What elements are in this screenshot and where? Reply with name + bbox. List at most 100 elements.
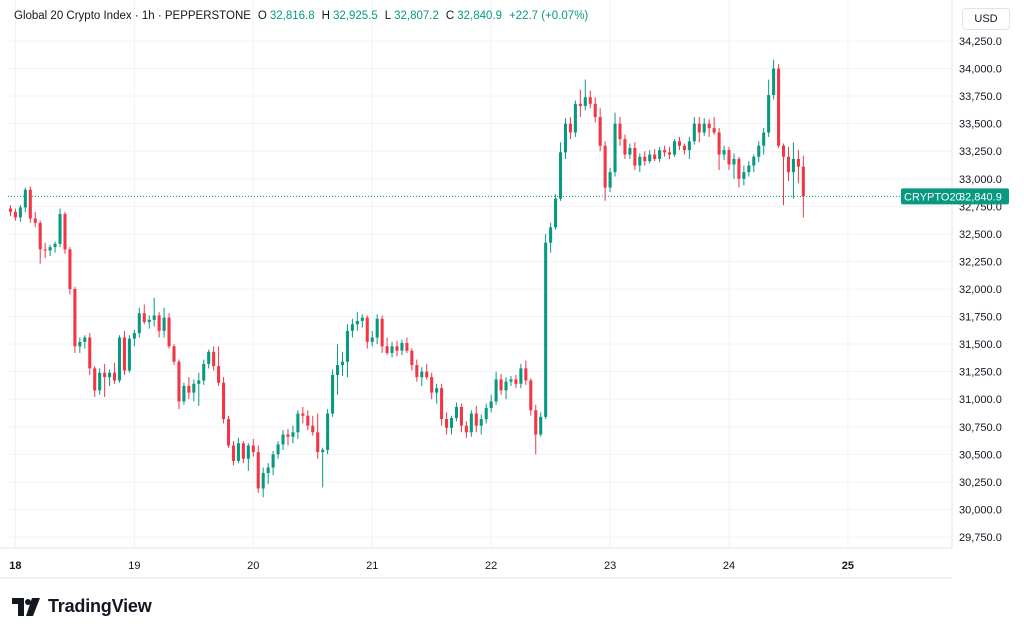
candle-body <box>702 123 706 133</box>
candle-body <box>534 410 538 435</box>
candle-body <box>83 337 87 342</box>
low-label: L <box>384 10 392 22</box>
candle-body <box>752 156 756 166</box>
candle-body <box>8 208 13 212</box>
candle-body <box>563 123 568 153</box>
candle-body <box>321 449 325 453</box>
candle-body <box>142 313 146 323</box>
y-tick-label: 34,250.0 <box>959 36 1002 48</box>
candle-body <box>28 189 32 219</box>
candle <box>73 286 77 353</box>
candle-body <box>509 379 513 382</box>
change-value: +22.7 (+0.07%) <box>508 10 589 22</box>
candle <box>633 142 637 170</box>
candle <box>781 143 786 206</box>
candle <box>440 383 444 426</box>
candle-body <box>677 141 681 146</box>
candle-body <box>544 242 548 417</box>
candle-body <box>484 408 488 420</box>
candle-body <box>539 416 543 435</box>
candle-body <box>167 317 171 347</box>
y-tick-label: 30,500.0 <box>959 449 1002 461</box>
candle-body <box>98 372 102 391</box>
y-tick-label: 30,000.0 <box>959 504 1002 516</box>
candle <box>732 153 736 179</box>
candle-body <box>648 154 652 162</box>
candle-body <box>301 413 305 416</box>
price-axis[interactable]: 29,750.0 30,000.0 30,250.0 30,500.0 30,750.0… <box>951 0 1002 548</box>
candle-body <box>182 385 186 402</box>
candle-body <box>623 139 627 155</box>
candle <box>316 413 320 459</box>
candle-body <box>767 95 771 133</box>
candle-body <box>519 368 523 384</box>
candle-body <box>291 432 295 437</box>
candle <box>445 412 449 435</box>
candle <box>752 154 756 173</box>
symbol-tag-text: CRYPTO20 <box>904 191 962 203</box>
candle <box>88 333 92 375</box>
candle <box>241 441 245 464</box>
candle <box>207 349 211 369</box>
candle-body <box>370 337 374 342</box>
grid-lines <box>8 0 952 548</box>
candle <box>539 412 543 437</box>
candle-body <box>420 371 424 378</box>
candle <box>509 376 513 386</box>
candle <box>777 64 781 148</box>
candle-body <box>236 443 240 461</box>
last-price-text: 32,840.9 <box>959 191 1002 203</box>
candle-body <box>499 379 503 391</box>
symbol-title[interactable]: Global 20 Crypto Index · 1h · PEPPERSTON… <box>14 10 251 22</box>
candle <box>762 128 766 155</box>
candle-body <box>469 413 473 433</box>
candle <box>554 194 558 230</box>
candle-body <box>137 313 141 334</box>
candle-body <box>222 382 226 420</box>
candle <box>420 367 424 386</box>
candle-body <box>38 222 42 250</box>
candle-body <box>737 158 741 179</box>
candle <box>217 346 221 386</box>
candle-body <box>524 368 528 381</box>
candle <box>682 143 686 155</box>
candle <box>370 330 374 347</box>
y-tick-label: 34,000.0 <box>959 64 1002 76</box>
y-tick-label: 31,250.0 <box>959 367 1002 379</box>
candle <box>301 406 305 424</box>
candle <box>177 359 181 410</box>
candle <box>524 360 528 385</box>
tradingview-brand[interactable]: TradingView <box>12 596 152 617</box>
open-value: 32,816.8 <box>269 10 315 22</box>
candle <box>563 118 568 159</box>
candle-body <box>707 123 711 129</box>
candle-body <box>663 150 667 153</box>
candle <box>747 161 751 177</box>
time-axis[interactable]: 18 19 20 21 22 23 24 25 <box>0 547 952 579</box>
candle <box>340 351 345 377</box>
high-label: H <box>321 10 330 22</box>
candle <box>103 363 107 398</box>
y-tick-label: 33,750.0 <box>959 91 1002 103</box>
candle <box>415 359 419 382</box>
candle <box>549 222 553 253</box>
low-value: 32,807.2 <box>394 10 439 22</box>
last-price-tag-bg <box>901 188 1009 205</box>
candle-body <box>410 350 414 366</box>
candle <box>38 220 42 264</box>
candle-body <box>281 434 285 445</box>
candle-body <box>251 445 255 453</box>
candle <box>578 89 582 118</box>
tradingview-wordmark: TradingView <box>48 596 152 616</box>
candle-body <box>762 132 766 146</box>
candle-body <box>682 145 686 151</box>
candle-body <box>747 165 751 173</box>
currency-button[interactable]: USD <box>962 8 1010 30</box>
candle-body <box>440 388 444 420</box>
candle-body <box>697 123 701 133</box>
candle-body <box>231 445 236 461</box>
candle-body <box>613 123 617 173</box>
candle-body <box>781 145 786 157</box>
